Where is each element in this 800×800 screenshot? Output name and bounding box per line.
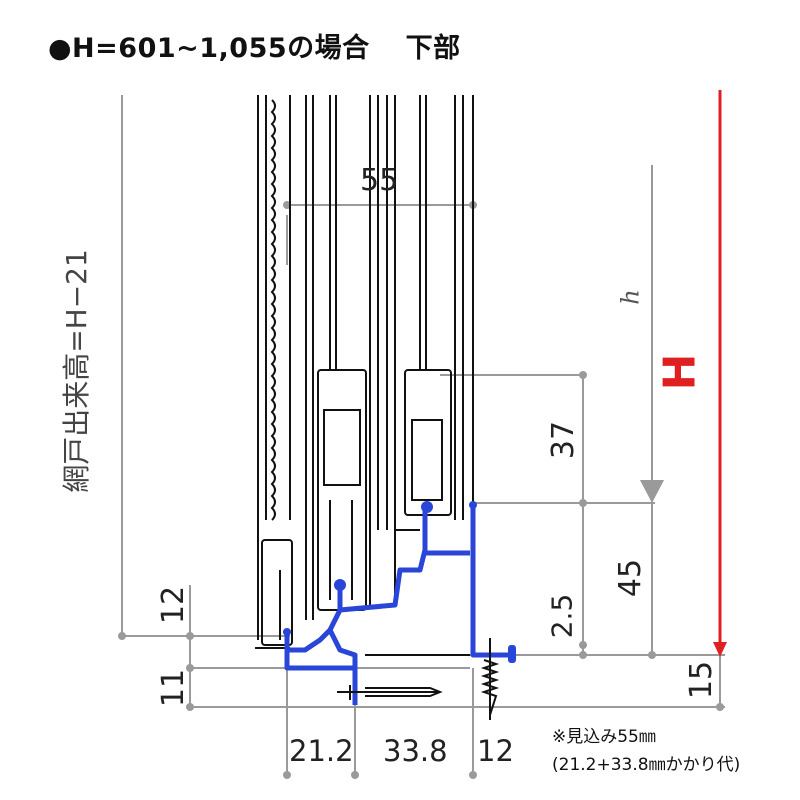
title-sub: 下部 — [405, 33, 461, 64]
dimension-lines — [121, 95, 725, 775]
note-depth: ※見込み55㎜ — [552, 727, 656, 747]
page-title: ●H=601~1,055の場合 下部 — [48, 26, 461, 65]
h-arrowhead — [640, 480, 664, 503]
dim-33-8: 33.8 — [383, 734, 448, 768]
h-arrowhead-red — [713, 642, 727, 657]
note-overlap: (21.2+33.8㎜かかり代) — [552, 755, 741, 775]
dim-37: 37 — [546, 420, 582, 460]
dim-11: 11 — [156, 668, 192, 708]
dim-12-left: 12 — [156, 585, 192, 625]
screw — [337, 638, 500, 720]
dim-12-bottom: 12 — [477, 734, 514, 768]
screen-height-label: 網戸出来高=H−21 — [59, 249, 93, 493]
dim-2-5: 2.5 — [545, 593, 579, 639]
dim-15: 15 — [684, 660, 720, 700]
window-frame — [255, 95, 474, 656]
dim-55: 55 — [360, 163, 399, 198]
height-h-label: h — [616, 289, 645, 305]
height-H-label: H — [654, 353, 706, 391]
dim-45: 45 — [613, 558, 649, 598]
sill-profile — [284, 508, 510, 705]
dim-21-2: 21.2 — [289, 734, 354, 768]
title-main: ●H=601~1,055の場合 — [48, 33, 370, 64]
